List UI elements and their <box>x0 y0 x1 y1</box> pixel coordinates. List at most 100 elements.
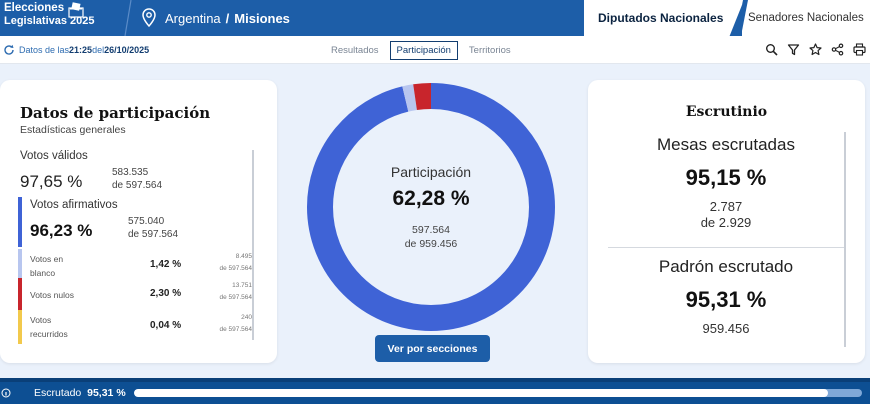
print-icon[interactable] <box>853 43 866 56</box>
votos-blanco-total: de 597.564 <box>219 265 252 272</box>
update-info: Datos de las 21:25 del 26/10/2025 <box>3 44 149 56</box>
padron-count: 959.456 <box>702 321 750 336</box>
escrutado-progress-bar <box>134 389 862 397</box>
elecciones-logo[interactable]: Elecciones Legislativas 2025 <box>4 2 122 34</box>
logo-line2: Legislativas 2025 <box>4 15 95 27</box>
toolbar: Datos de las 21:25 del 26/10/2025 Result… <box>0 36 870 64</box>
votos-recurridos-count: 240 de 597.564 <box>186 312 252 336</box>
location-pin-icon <box>142 8 156 28</box>
votos-blanco-label1: Votos en <box>30 254 64 264</box>
escrutinio-divider <box>608 247 844 248</box>
mesas-label: Mesas escrutadas <box>657 135 795 154</box>
star-icon[interactable] <box>809 43 822 56</box>
search-icon[interactable] <box>765 43 778 56</box>
donut-label: Participación <box>390 164 472 180</box>
votos-nulos-number: 13.751 <box>232 282 252 289</box>
update-time: 21:25 <box>69 45 93 55</box>
logo-line1: Elecciones <box>4 2 65 14</box>
escrutinio-title: Escrutinio <box>685 104 768 120</box>
refresh-icon[interactable] <box>3 44 15 56</box>
footer-progress: Escrutado 95,31 % <box>0 378 870 404</box>
mesas-count: 2.787 de 2.929 <box>608 199 844 231</box>
update-prefix: Datos de las <box>19 45 70 55</box>
nulos-color-bar <box>18 278 22 312</box>
votos-afirmativos-label: Votos afirmativos <box>30 199 118 211</box>
participacion-donut-chart[interactable] <box>305 81 557 333</box>
donut-center: Participación 62,28 % 597.564 de 959.456 <box>305 81 557 333</box>
donut-count: 597.564 de 959.456 <box>305 223 557 251</box>
filter-icon[interactable] <box>787 43 800 56</box>
votos-recurridos-total: de 597.564 <box>219 326 252 333</box>
update-mid: del <box>92 45 105 55</box>
tab-senadores[interactable]: Senadores Nacionales <box>742 0 870 36</box>
recurridos-color-bar <box>18 310 22 344</box>
afirmativos-color-bar <box>18 197 22 247</box>
votos-recurridos-row: Votos recurridos 0,04 % 240 de 597.564 <box>18 310 252 344</box>
votos-validos-total: de 597.564 <box>112 180 163 191</box>
votos-blanco-label2: blanco <box>30 268 56 278</box>
escrutado-text: Escrutado <box>34 387 82 399</box>
votos-nulos-text: Votos nulos <box>30 290 74 300</box>
toolbar-actions <box>765 43 866 56</box>
votos-blanco-pct: 1,42 % <box>150 259 182 270</box>
padron-block: Padrón escrutado 95,31 % 959.456 <box>608 257 844 337</box>
top-header: Elecciones Legislativas 2025 Argentina /… <box>0 0 870 36</box>
escrutinio-scrollbar[interactable] <box>844 132 846 347</box>
votos-recurridos-label1: Votos <box>30 315 52 325</box>
votos-validos-pct: 97,65 % <box>20 172 83 191</box>
donut-total: de 959.456 <box>404 238 458 250</box>
view-tabs: Resultados Participación Territorios <box>324 41 522 60</box>
votos-validos-label: Votos válidos <box>20 150 88 162</box>
votos-blanco-row: Votos en blanco 1,42 % 8.495 de 597.564 <box>18 249 252 283</box>
tab-divider <box>736 0 748 36</box>
header-divider <box>124 0 132 36</box>
donut-segment-nulos[interactable] <box>307 83 555 331</box>
votos-nulos-total: de 597.564 <box>219 294 252 301</box>
escrutado-label: Escrutado 95,31 % <box>34 387 126 399</box>
mesas-total: de 2.929 <box>700 215 752 230</box>
ballot-box-icon <box>68 2 84 18</box>
votos-blanco-label: Votos en blanco <box>30 252 90 280</box>
share-icon[interactable] <box>831 43 844 56</box>
votos-recurridos-pct: 0,04 % <box>150 320 182 331</box>
mesas-number: 2.787 <box>709 199 743 214</box>
info-icon[interactable] <box>1 388 11 398</box>
update-date: 26/10/2025 <box>104 45 150 55</box>
mesas-block: Mesas escrutadas 95,15 % 2.787 de 2.929 <box>608 135 844 231</box>
location-country: Argentina <box>165 10 221 26</box>
votos-recurridos-label: Votos recurridos <box>30 313 90 341</box>
votos-nulos-row: Votos nulos 2,30 % 13.751 de 597.564 <box>18 278 252 312</box>
votos-afirmativos-count: 575.040 de 597.564 <box>128 215 178 241</box>
votos-nulos-count: 13.751 de 597.564 <box>186 280 252 304</box>
location-separator: / <box>225 10 230 26</box>
votos-afirmativos-row: Votos afirmativos 96,23 % 575.040 de 597… <box>18 197 252 247</box>
participacion-card: Datos de participación Estadísticas gene… <box>0 80 277 363</box>
votos-afirmativos-number: 575.040 <box>128 216 165 227</box>
votos-afirmativos-pct: 96,23 % <box>30 221 93 240</box>
location-province: Misiones <box>234 10 290 26</box>
donut-pct: 62,28 % <box>392 187 470 210</box>
escrutado-pct: 95,31 % <box>87 387 126 399</box>
padron-label: Padrón escrutado <box>658 257 794 276</box>
escrutado-progress-fill <box>134 389 828 397</box>
location-breadcrumb[interactable]: Argentina / Misiones <box>140 8 290 28</box>
participacion-subtitle: Estadísticas generales <box>20 124 126 136</box>
votos-blanco-number: 8.495 <box>235 253 252 260</box>
participacion-title: Datos de participación <box>20 104 211 122</box>
tab-territorios[interactable]: Territorios <box>468 45 511 56</box>
votos-recurridos-label2: recurridos <box>30 329 68 339</box>
tab-diputados[interactable]: Diputados Nacionales <box>584 0 744 36</box>
padron-pct: 95,31 % <box>685 287 767 312</box>
votos-afirmativos-total: de 597.564 <box>128 229 179 240</box>
votos-blanco-count: 8.495 de 597.564 <box>186 251 252 275</box>
votos-nulos-pct: 2,30 % <box>150 288 182 299</box>
tab-resultados[interactable]: Resultados <box>331 45 379 56</box>
donut-number: 597.564 <box>412 224 450 236</box>
ver-por-secciones-button[interactable]: Ver por secciones <box>375 335 490 362</box>
escrutinio-card: Escrutinio Mesas escrutadas 95,15 % 2.78… <box>588 80 865 363</box>
tab-participacion[interactable]: Participación <box>389 41 458 60</box>
mesas-pct: 95,15 % <box>685 165 767 190</box>
votos-validos-number: 583.535 <box>112 167 149 178</box>
blanco-color-bar <box>18 249 22 283</box>
participacion-scrollbar[interactable] <box>252 150 254 340</box>
